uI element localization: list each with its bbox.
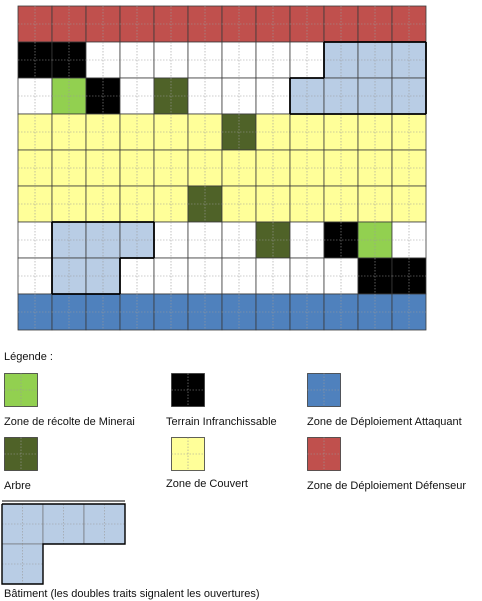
- legend-label-defender: Zone de Déploiement Défenseur: [307, 480, 466, 492]
- legend-title: Légende :: [4, 351, 53, 363]
- legend-swatch-cover: [171, 437, 205, 471]
- legend-swatch-building: [1, 500, 126, 585]
- legend-label-impassable: Terrain Infranchissable: [166, 416, 277, 428]
- legend-swatch-impassable: [171, 373, 205, 407]
- legend-swatch-defender: [307, 437, 341, 471]
- legend-swatch-mineral: [4, 373, 38, 407]
- legend-swatch-attacker: [307, 373, 341, 407]
- legend-label-building: Bâtiment (les doubles traits signalent l…: [4, 588, 260, 600]
- legend-label-tree: Arbre: [4, 480, 31, 492]
- legend-label-attacker: Zone de Déploiement Attaquant: [307, 416, 462, 428]
- legend-label-mineral: Zone de récolte de Minerai: [4, 416, 135, 428]
- legend-swatch-tree: [4, 437, 38, 471]
- legend-label-cover: Zone de Couvert: [166, 478, 248, 490]
